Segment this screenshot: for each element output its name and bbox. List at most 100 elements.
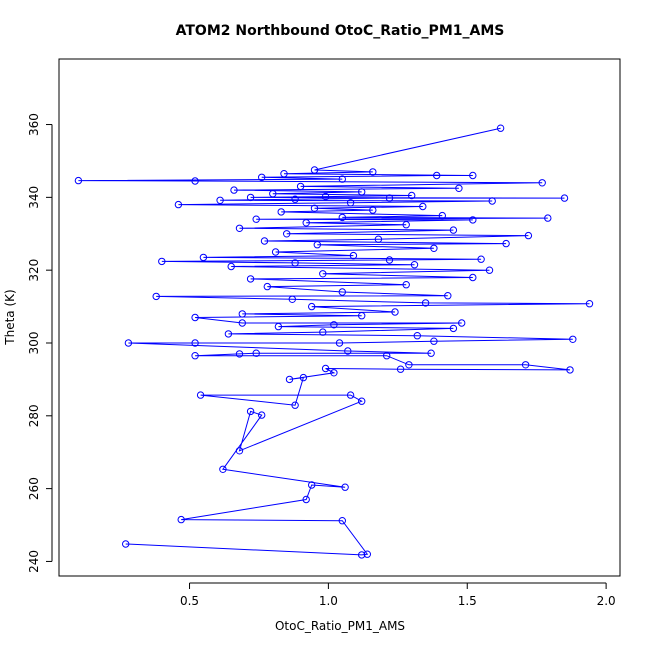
data-point bbox=[283, 230, 291, 238]
data-point bbox=[321, 364, 330, 373]
data-point bbox=[338, 213, 346, 222]
data-point bbox=[338, 288, 346, 296]
data-point bbox=[524, 231, 533, 240]
data-point bbox=[369, 168, 377, 176]
data-point bbox=[177, 515, 185, 524]
data-point bbox=[310, 204, 319, 213]
data-point bbox=[396, 365, 405, 373]
data-point bbox=[346, 199, 355, 207]
data-point bbox=[469, 273, 477, 282]
data-point bbox=[449, 324, 458, 333]
data-point bbox=[346, 391, 355, 399]
data-point bbox=[246, 275, 255, 283]
x-tick-label: 2.0 bbox=[597, 594, 616, 608]
data-point bbox=[458, 319, 466, 327]
data-point bbox=[258, 173, 266, 182]
data-point bbox=[444, 292, 452, 300]
data-point bbox=[246, 193, 255, 202]
y-tick-label: 320 bbox=[27, 259, 41, 282]
data-point bbox=[296, 182, 305, 191]
y-tick-label: 300 bbox=[27, 332, 41, 355]
data-point bbox=[585, 300, 594, 308]
data-point bbox=[544, 214, 552, 222]
data-point bbox=[419, 202, 427, 211]
data-point bbox=[263, 282, 271, 291]
data-point bbox=[238, 310, 247, 318]
y-tick-label: 340 bbox=[27, 186, 41, 209]
data-point bbox=[338, 175, 346, 183]
x-tick-label: 1.0 bbox=[319, 594, 338, 608]
data-point bbox=[174, 200, 183, 209]
data-point bbox=[421, 299, 430, 307]
y-axis: 240 260 280 300 320 340 360 bbox=[27, 113, 53, 573]
data-point bbox=[358, 188, 366, 196]
data-point bbox=[191, 177, 199, 185]
x-axis-label: OtoC_Ratio_PM1_AMS bbox=[275, 619, 405, 633]
chart-title: ATOM2 Northbound OtoC_Ratio_PM1_AMS bbox=[176, 23, 505, 39]
data-point bbox=[191, 339, 199, 347]
data-point bbox=[341, 483, 349, 491]
data-point bbox=[488, 197, 496, 205]
data-point bbox=[433, 171, 441, 180]
data-point bbox=[235, 224, 244, 233]
data-point bbox=[363, 550, 371, 558]
data-point bbox=[252, 215, 260, 223]
data-point bbox=[402, 221, 410, 229]
data-point bbox=[469, 171, 477, 180]
data-point bbox=[410, 261, 419, 269]
data-point bbox=[405, 361, 413, 369]
data-point bbox=[413, 332, 421, 340]
data-point bbox=[302, 219, 310, 227]
data-point bbox=[569, 335, 577, 343]
data-point bbox=[485, 266, 494, 274]
data-point bbox=[308, 481, 316, 489]
data-point bbox=[358, 397, 366, 405]
data-point bbox=[280, 170, 288, 178]
data-point bbox=[299, 373, 308, 382]
data-point bbox=[477, 255, 485, 263]
data-point bbox=[274, 322, 283, 331]
data-point bbox=[385, 256, 394, 264]
data-point bbox=[566, 366, 574, 374]
data-point bbox=[358, 551, 366, 559]
data-point bbox=[430, 337, 438, 345]
data-point bbox=[269, 190, 277, 198]
y-tick-label: 280 bbox=[27, 404, 41, 427]
data-point bbox=[124, 339, 133, 347]
y-axis-label: Theta (K) bbox=[3, 289, 17, 345]
data-point bbox=[308, 302, 316, 311]
data-point bbox=[291, 195, 299, 203]
data-point bbox=[319, 328, 327, 336]
data-point bbox=[358, 312, 366, 320]
data-point bbox=[313, 241, 321, 249]
data-point bbox=[496, 124, 505, 132]
data-point bbox=[319, 270, 327, 278]
series-line bbox=[78, 127, 590, 556]
data-point bbox=[385, 194, 394, 202]
data-point bbox=[219, 465, 227, 473]
data-point bbox=[449, 226, 458, 234]
data-point bbox=[235, 447, 244, 455]
data-point bbox=[469, 216, 477, 224]
data-point bbox=[338, 517, 346, 525]
data-point bbox=[277, 208, 285, 216]
data-point bbox=[122, 540, 130, 548]
data-point bbox=[227, 262, 235, 271]
data-point bbox=[246, 407, 255, 416]
data-point bbox=[330, 321, 338, 329]
data-point bbox=[230, 186, 238, 194]
plot-frame bbox=[58, 58, 621, 577]
data-point bbox=[310, 166, 319, 174]
data-point bbox=[216, 196, 224, 205]
data-point bbox=[238, 319, 247, 327]
x-tick-label: 0.5 bbox=[180, 594, 199, 608]
data-point bbox=[285, 375, 294, 384]
data-point bbox=[374, 235, 383, 243]
data-point bbox=[235, 350, 244, 358]
data-point bbox=[402, 281, 410, 289]
data-point bbox=[438, 211, 446, 220]
data-point bbox=[291, 259, 299, 267]
data-point bbox=[252, 349, 260, 357]
data-point bbox=[330, 369, 338, 377]
